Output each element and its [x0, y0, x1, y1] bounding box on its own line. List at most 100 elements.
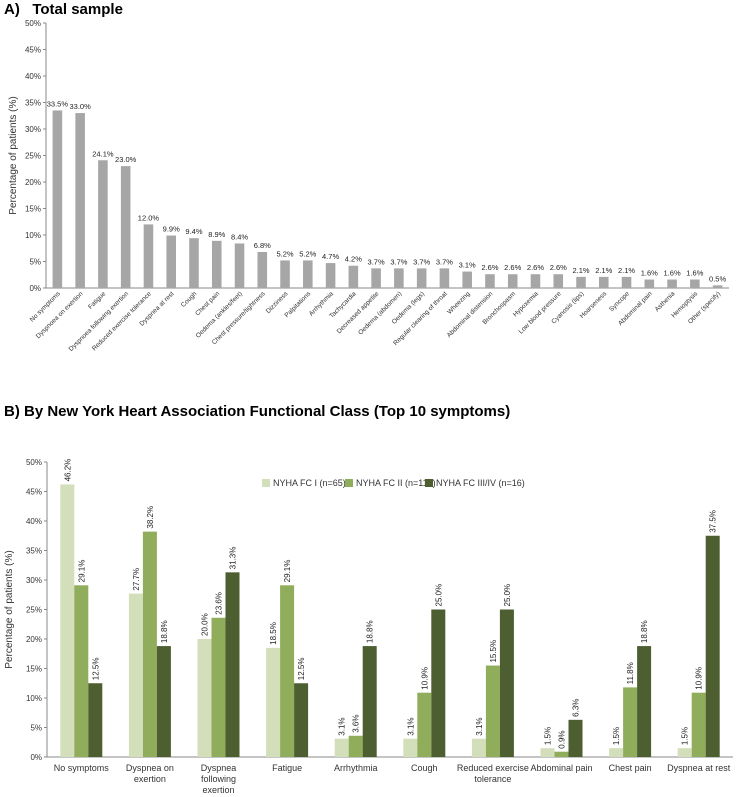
data-label: 3.1%	[475, 717, 484, 735]
bar	[677, 748, 692, 757]
bar	[667, 279, 677, 288]
data-label: 33.0%	[70, 102, 92, 111]
bar	[553, 274, 564, 288]
data-label: 1.6%	[686, 269, 703, 278]
y-tick-label: 15%	[25, 205, 41, 214]
data-label: 12.5%	[91, 658, 100, 681]
y-tick-label: 35%	[26, 547, 42, 556]
data-label: 11.8%	[626, 662, 635, 684]
panel-a-title: A) Total sample	[4, 1, 123, 18]
data-label: 3.7%	[368, 257, 385, 266]
bar	[348, 735, 363, 757]
data-label: 23.0%	[115, 155, 137, 164]
data-label: 24.1%	[92, 149, 114, 158]
data-label: 3.7%	[413, 257, 430, 266]
data-label: 12.0%	[138, 213, 160, 222]
y-axis-title: Percentage of patients (%)	[4, 550, 15, 668]
legend-label: NYHA FC III/IV (n=16)	[436, 478, 525, 488]
bar	[623, 687, 638, 757]
bar	[75, 113, 85, 288]
data-label: 10.9%	[420, 667, 429, 690]
bar	[403, 738, 418, 757]
data-label: 29.1%	[283, 560, 292, 583]
data-label: 6.8%	[254, 241, 271, 250]
data-label: 18.8%	[640, 620, 649, 643]
bar	[257, 251, 268, 288]
data-label: 9.9%	[163, 225, 180, 234]
data-label: 27.7%	[132, 568, 141, 591]
data-label: 8.4%	[231, 232, 248, 241]
bar	[88, 683, 103, 757]
y-tick-label: 40%	[25, 72, 41, 81]
category-label: Reduced exercise tolerance	[457, 763, 529, 784]
data-label: 38.2%	[146, 506, 155, 529]
bar	[705, 535, 720, 757]
category-label: Cough	[411, 763, 438, 773]
data-label: 18.5%	[269, 622, 278, 645]
bar	[485, 665, 500, 757]
bar	[166, 235, 176, 288]
data-label: 1.6%	[641, 269, 658, 278]
bar	[530, 274, 541, 288]
bar	[540, 748, 555, 757]
bar	[362, 646, 377, 757]
data-label: 4.7%	[322, 252, 339, 261]
data-label: 2.6%	[550, 263, 567, 272]
bar	[294, 683, 309, 757]
legend-swatch	[425, 479, 433, 487]
data-label: 18.8%	[366, 620, 375, 643]
data-label: 1.5%	[681, 727, 690, 745]
legend-label: NYHA FC I (n=65)	[273, 478, 346, 488]
bar	[507, 274, 518, 288]
data-label: 1.5%	[544, 727, 553, 745]
data-label: 5.2%	[276, 249, 293, 258]
bar	[142, 531, 157, 757]
bar	[348, 265, 359, 288]
bar	[334, 738, 349, 757]
category-label: Asthenia	[654, 290, 677, 313]
bar	[431, 609, 446, 757]
data-label: 15.5%	[489, 640, 498, 663]
bar	[394, 268, 404, 288]
data-label: 3.1%	[459, 261, 476, 270]
legend-swatch	[262, 479, 270, 487]
data-label: 2.6%	[504, 263, 521, 272]
bar	[416, 268, 427, 288]
bar	[439, 268, 450, 288]
bar	[211, 617, 226, 757]
bar	[568, 719, 583, 757]
y-tick-label: 30%	[26, 576, 42, 585]
data-label: 3.7%	[436, 257, 453, 266]
category-label: Fatigue	[272, 763, 302, 773]
data-label: 3.7%	[390, 257, 407, 266]
bar	[211, 240, 222, 288]
bar	[485, 274, 495, 288]
bar	[417, 692, 432, 757]
bar	[280, 260, 290, 288]
data-label: 1.6%	[664, 269, 681, 278]
data-label: 6.3%	[572, 699, 581, 717]
data-label: 37.5%	[709, 510, 718, 533]
panel-b-chart: 0% 5% 10% 15% 20% 25% 30% 35% 40% 45% 50% Percentag…	[4, 458, 733, 795]
bar	[156, 646, 171, 757]
bar	[609, 748, 624, 757]
data-label: 2.6%	[481, 263, 498, 272]
data-label: 2.1%	[572, 266, 589, 275]
y-tick-label: 10%	[25, 231, 41, 240]
bar	[371, 268, 381, 288]
data-label: 29.1%	[77, 560, 86, 583]
data-label: 2.1%	[618, 266, 635, 275]
y-axis-title: Percentage of patients (%)	[8, 96, 19, 214]
bar	[120, 166, 131, 288]
data-label: 23.6%	[215, 592, 224, 615]
category-label: Arrhythmia	[334, 763, 378, 773]
bar	[60, 484, 75, 757]
data-label: 46.2%	[63, 459, 72, 482]
data-label: 12.5%	[297, 658, 306, 681]
category-label: Low blood pressure	[518, 290, 563, 335]
bar	[128, 593, 143, 757]
bar	[637, 646, 652, 757]
data-label: 31.3%	[229, 547, 238, 570]
data-label: 10.9%	[695, 667, 704, 690]
